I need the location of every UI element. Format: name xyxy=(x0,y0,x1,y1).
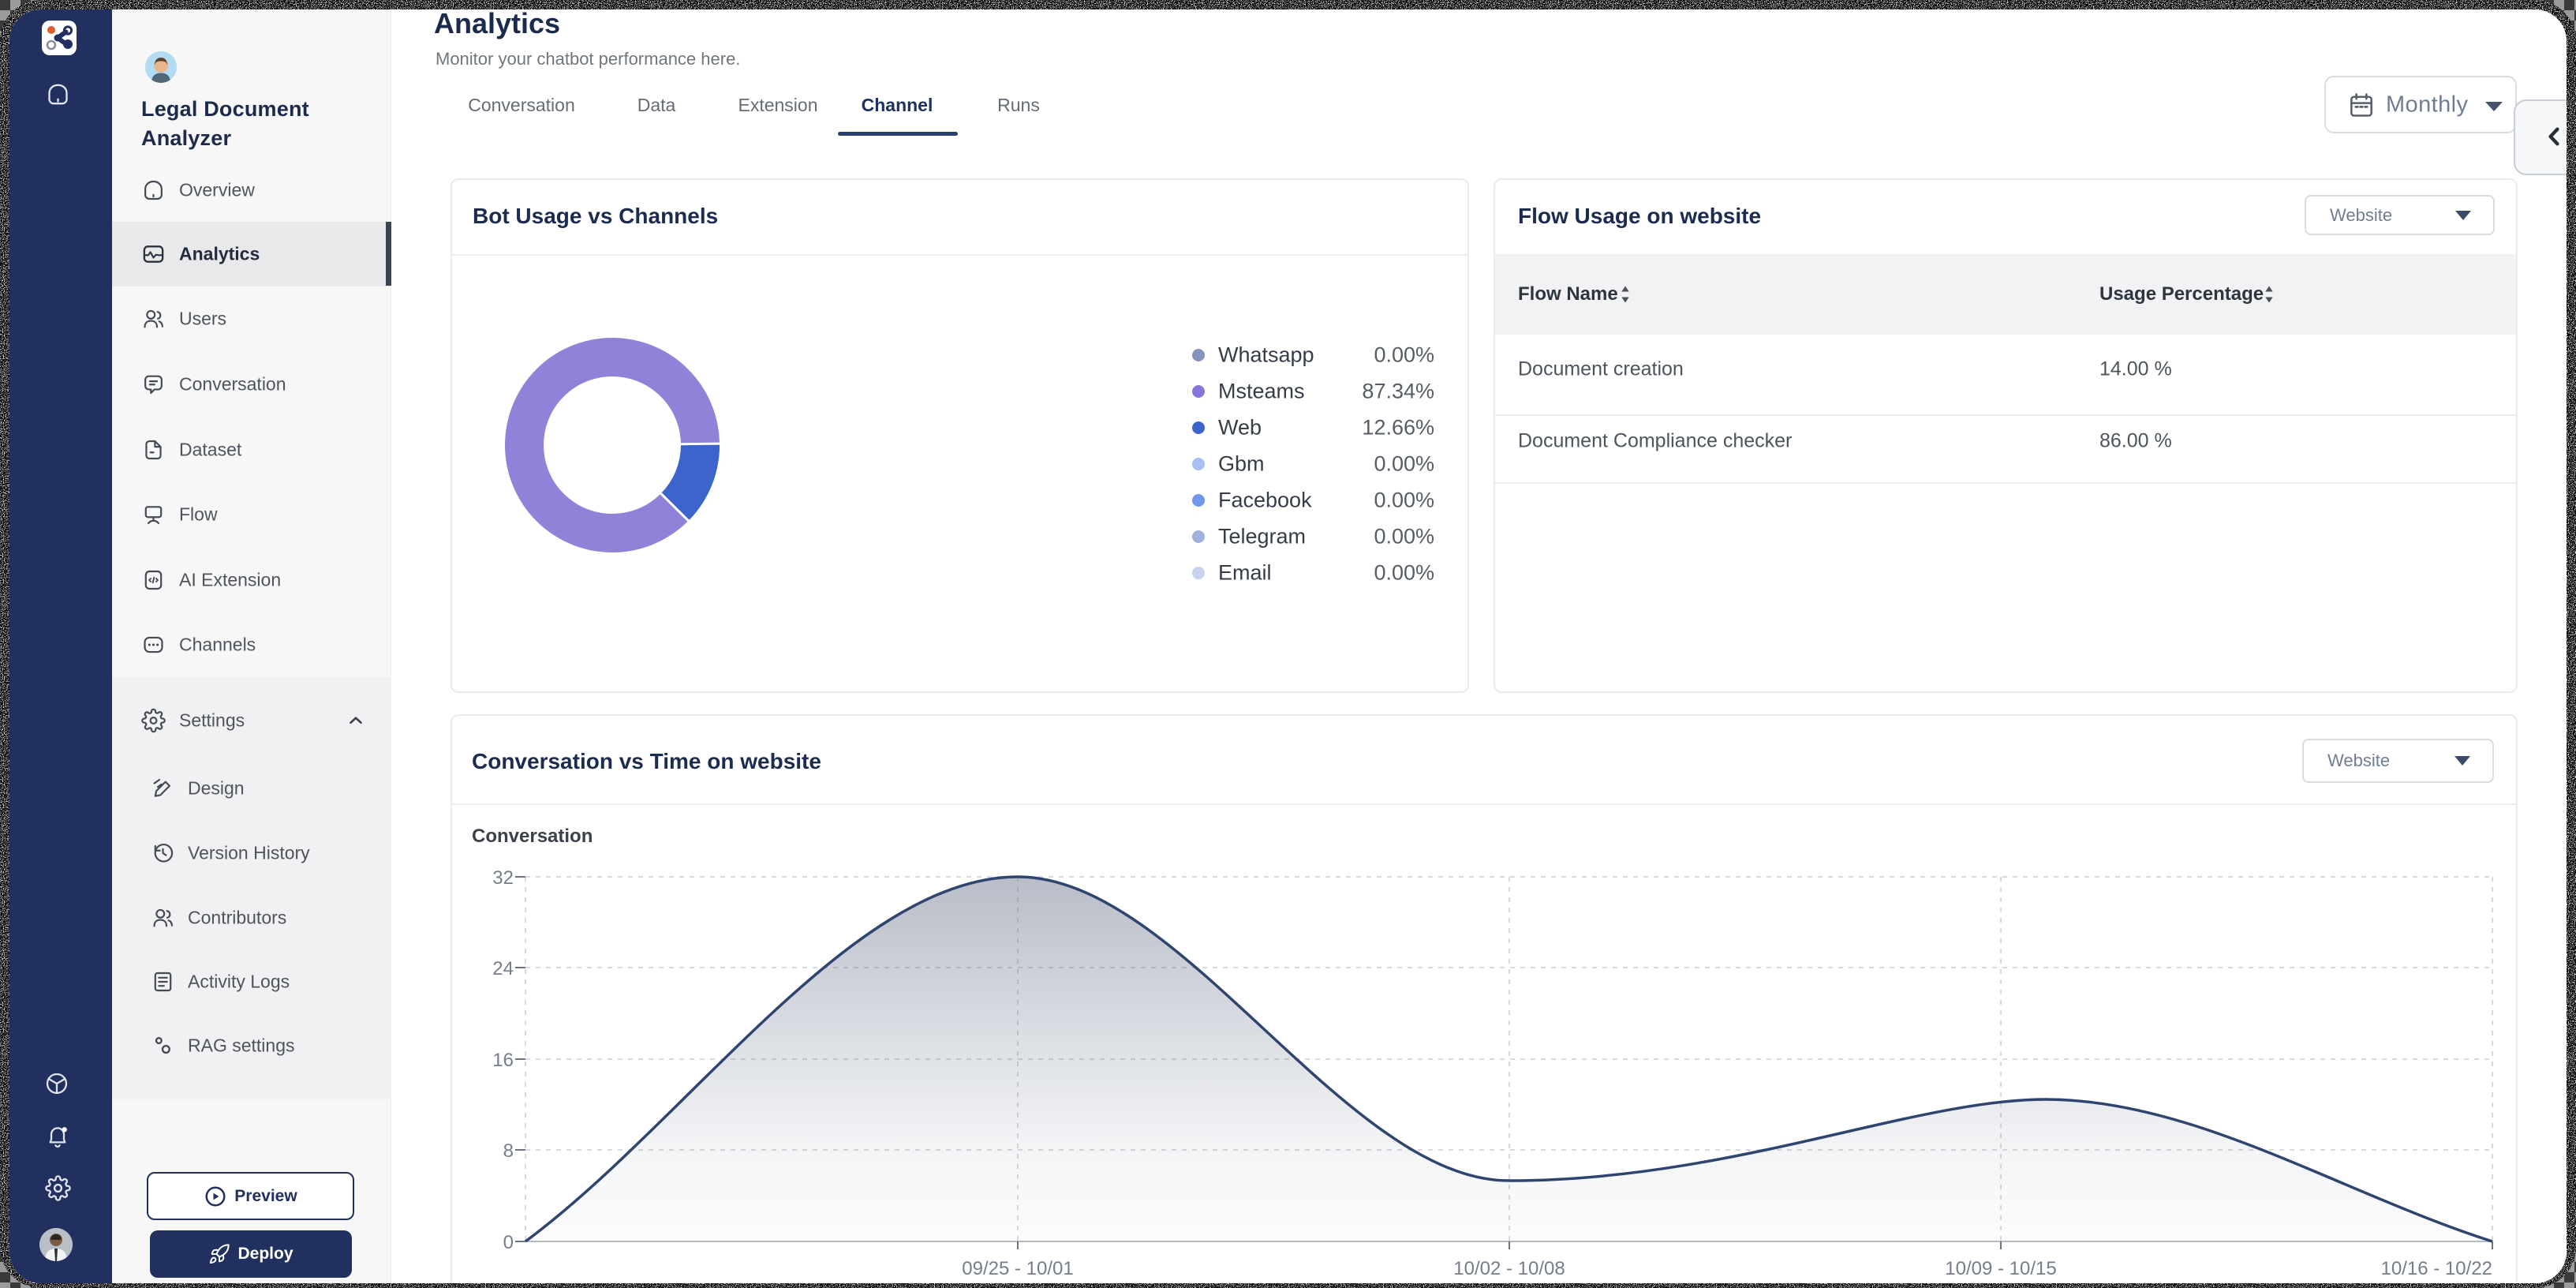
svg-text:0: 0 xyxy=(503,1232,514,1253)
svg-text:8: 8 xyxy=(503,1140,514,1162)
svg-text:32: 32 xyxy=(492,867,514,889)
svg-text:16: 16 xyxy=(492,1050,514,1071)
svg-text:24: 24 xyxy=(492,958,514,979)
svg-text:09/25 - 10/01: 09/25 - 10/01 xyxy=(962,1258,1073,1279)
svg-text:10/16 - 10/22: 10/16 - 10/22 xyxy=(2381,1258,2492,1279)
svg-text:10/09 - 10/15: 10/09 - 10/15 xyxy=(1945,1258,2056,1279)
svg-text:10/02 - 10/08: 10/02 - 10/08 xyxy=(1453,1258,1565,1279)
